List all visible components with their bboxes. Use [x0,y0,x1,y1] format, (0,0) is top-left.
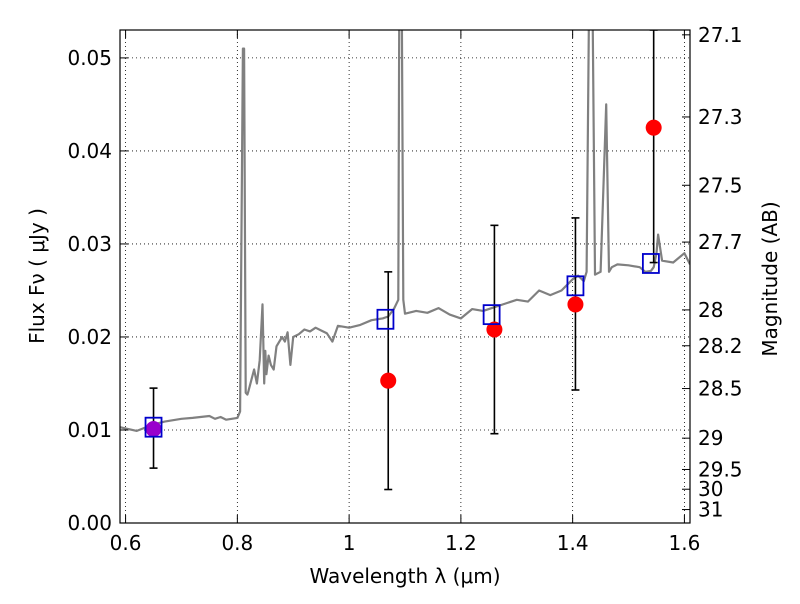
y2-tick-label: 28 [698,298,723,322]
x-tick-label: 1.2 [445,531,477,555]
data-layer [120,30,690,491]
x-tick-label: 0.8 [221,531,253,555]
plot-frame [119,29,691,524]
plot-background [120,30,690,523]
y-tick-label: 0.01 [67,418,112,442]
y-tick-label: 0.05 [67,46,112,70]
x-tick-label: 0.6 [110,531,142,555]
y-tick-label: 0.03 [67,232,112,256]
y2-tick-label: 27.7 [698,230,743,254]
y2-tick-label: 31 [698,498,723,522]
y2-tick-label: 27.1 [698,23,743,47]
y2-tick-label: 28.5 [698,377,743,401]
y-tick-label: 0.00 [67,511,112,535]
x-tick-label: 1.4 [557,531,589,555]
model-square [482,304,501,326]
y2-tick-label: 29 [698,426,723,450]
model-square [144,416,163,438]
observed-point [486,321,503,338]
y2-tick-label: 29.5 [698,457,743,481]
observed-point [567,296,584,313]
y2-tick-label: 28.2 [698,334,743,358]
y2-tick-label: 27.3 [698,105,743,129]
y-axis-label: Flux Fν ( μJy ) [25,208,49,344]
y2-tick-label: 30 [698,477,723,501]
y-tick-label: 0.04 [67,139,112,163]
observed-point [645,119,662,136]
model-square [641,253,660,274]
model-square [566,275,585,297]
observed-point [145,421,162,438]
y2-axis-label: Magnitude (AB) [758,201,782,356]
x-tick-label: 1.6 [669,531,701,555]
axes: 0.6 0.8 1 1.2 1.4 1.6 0.00 0.01 0.02 0.03 0.04 0.05… [67,23,742,555]
observed-point [380,372,397,389]
y2-tick-label: 27.5 [698,173,743,197]
y-tick-label: 0.02 [67,325,112,349]
x-axis-label: Wavelength λ (μm) [309,564,500,588]
model-square [376,308,395,330]
x-tick-label: 1 [343,531,356,555]
